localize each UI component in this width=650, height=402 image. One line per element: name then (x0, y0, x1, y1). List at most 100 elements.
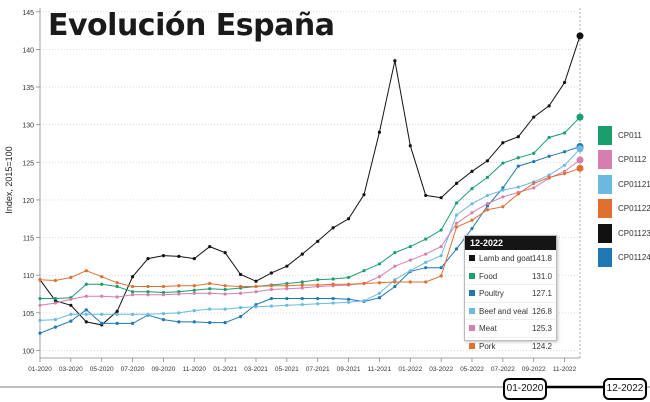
data-point-pork[interactable] (576, 164, 584, 172)
data-point-poultry[interactable] (208, 321, 212, 325)
data-point-beef-and-veal[interactable] (69, 312, 73, 316)
data-point-food[interactable] (177, 290, 181, 294)
data-point-pork[interactable] (161, 284, 166, 289)
data-point-pork[interactable] (269, 284, 274, 288)
data-point-beef-and-veal[interactable] (316, 302, 320, 306)
data-point-lamb-and-goat[interactable] (377, 130, 382, 134)
data-point-beef-and-veal[interactable] (269, 304, 274, 308)
data-point-meat[interactable] (532, 186, 536, 190)
data-point-lamb-and-goat[interactable] (331, 226, 335, 230)
data-point-poultry[interactable] (562, 150, 567, 154)
data-point-lamb-and-goat[interactable] (576, 32, 584, 40)
series-line-food[interactable] (40, 116, 581, 299)
data-point-lamb-and-goat[interactable] (84, 320, 88, 324)
data-point-pork[interactable] (470, 218, 474, 222)
data-point-lamb-and-goat[interactable] (208, 245, 212, 249)
data-point-meat[interactable] (408, 258, 412, 262)
data-point-beef-and-veal[interactable] (208, 307, 212, 311)
data-point-pork[interactable] (115, 281, 119, 285)
data-point-pork[interactable] (84, 269, 88, 273)
data-point-poultry[interactable] (223, 321, 227, 325)
data-point-pork[interactable] (454, 225, 459, 229)
data-point-beef-and-veal[interactable] (100, 312, 104, 316)
data-point-meat[interactable] (454, 221, 459, 225)
data-point-meat[interactable] (393, 264, 397, 268)
data-point-lamb-and-goat[interactable] (238, 272, 243, 277)
data-point-food[interactable] (532, 151, 536, 155)
data-point-poultry[interactable] (115, 321, 119, 325)
data-point-poultry[interactable] (38, 331, 42, 335)
data-point-lamb-and-goat[interactable] (177, 254, 181, 258)
data-point-beef-and-veal[interactable] (115, 312, 119, 316)
data-point-beef-and-veal[interactable] (576, 145, 584, 153)
data-point-meat[interactable] (161, 293, 166, 297)
data-point-poultry[interactable] (331, 296, 335, 301)
data-point-food[interactable] (454, 201, 459, 205)
data-point-food[interactable] (130, 290, 135, 294)
data-point-poultry[interactable] (393, 284, 397, 289)
data-point-food[interactable] (346, 275, 351, 280)
data-point-pork[interactable] (408, 280, 412, 284)
data-point-meat[interactable] (562, 169, 567, 173)
data-point-food[interactable] (208, 287, 212, 291)
data-point-food[interactable] (485, 175, 490, 179)
data-point-beef-and-veal[interactable] (161, 311, 166, 316)
data-point-pork[interactable] (223, 284, 227, 288)
data-point-lamb-and-goat[interactable] (285, 264, 289, 268)
data-point-food[interactable] (331, 277, 335, 281)
data-point-pork[interactable] (316, 283, 320, 287)
data-point-poultry[interactable] (485, 204, 490, 208)
data-point-lamb-and-goat[interactable] (408, 144, 412, 148)
data-point-poultry[interactable] (254, 302, 258, 307)
data-point-lamb-and-goat[interactable] (470, 169, 474, 173)
data-point-poultry[interactable] (377, 296, 382, 300)
data-point-food[interactable] (84, 282, 88, 286)
data-point-poultry[interactable] (516, 164, 520, 168)
data-point-lamb-and-goat[interactable] (393, 59, 397, 63)
data-point-poultry[interactable] (300, 296, 304, 301)
data-point-lamb-and-goat[interactable] (562, 80, 567, 85)
data-point-poultry[interactable] (547, 154, 551, 158)
data-point-poultry[interactable] (177, 320, 181, 324)
data-point-pork[interactable] (69, 275, 73, 280)
data-point-beef-and-veal[interactable] (177, 311, 181, 315)
data-point-poultry[interactable] (238, 315, 243, 319)
data-point-pork[interactable] (53, 278, 58, 283)
data-point-beef-and-veal[interactable] (331, 301, 335, 305)
data-point-food[interactable] (470, 187, 474, 191)
data-point-beef-and-veal[interactable] (562, 163, 567, 167)
data-point-beef-and-veal[interactable] (454, 213, 459, 217)
data-point-pork[interactable] (562, 171, 567, 176)
data-point-lamb-and-goat[interactable] (485, 159, 490, 163)
data-point-meat[interactable] (53, 301, 58, 305)
data-point-pork[interactable] (100, 275, 104, 279)
data-point-food[interactable] (516, 156, 520, 160)
data-point-poultry[interactable] (439, 266, 443, 270)
data-point-pork[interactable] (439, 274, 443, 278)
data-point-food[interactable] (562, 131, 567, 135)
data-point-food[interactable] (576, 113, 584, 121)
data-point-beef-and-veal[interactable] (501, 188, 505, 192)
data-point-poultry[interactable] (192, 320, 196, 324)
range-end-handle[interactable]: 12-2022 (603, 378, 647, 400)
data-point-pork[interactable] (285, 284, 289, 288)
data-point-beef-and-veal[interactable] (53, 318, 58, 322)
range-start-handle[interactable]: 01-2020 (503, 378, 547, 400)
data-point-meat[interactable] (38, 303, 42, 307)
data-point-beef-and-veal[interactable] (377, 291, 382, 295)
data-point-meat[interactable] (238, 291, 243, 295)
data-point-beef-and-veal[interactable] (254, 305, 258, 309)
data-point-lamb-and-goat[interactable] (223, 251, 227, 255)
data-point-pork[interactable] (177, 284, 181, 288)
data-point-pork[interactable] (146, 284, 150, 289)
data-point-poultry[interactable] (470, 226, 474, 231)
data-point-meat[interactable] (470, 211, 474, 215)
data-point-poultry[interactable] (532, 159, 536, 164)
data-point-poultry[interactable] (130, 321, 135, 325)
data-point-poultry[interactable] (285, 296, 289, 301)
data-point-beef-and-veal[interactable] (439, 254, 443, 258)
data-point-lamb-and-goat[interactable] (300, 252, 304, 256)
data-point-food[interactable] (285, 281, 289, 286)
data-point-poultry[interactable] (84, 308, 88, 312)
data-point-beef-and-veal[interactable] (424, 260, 428, 265)
